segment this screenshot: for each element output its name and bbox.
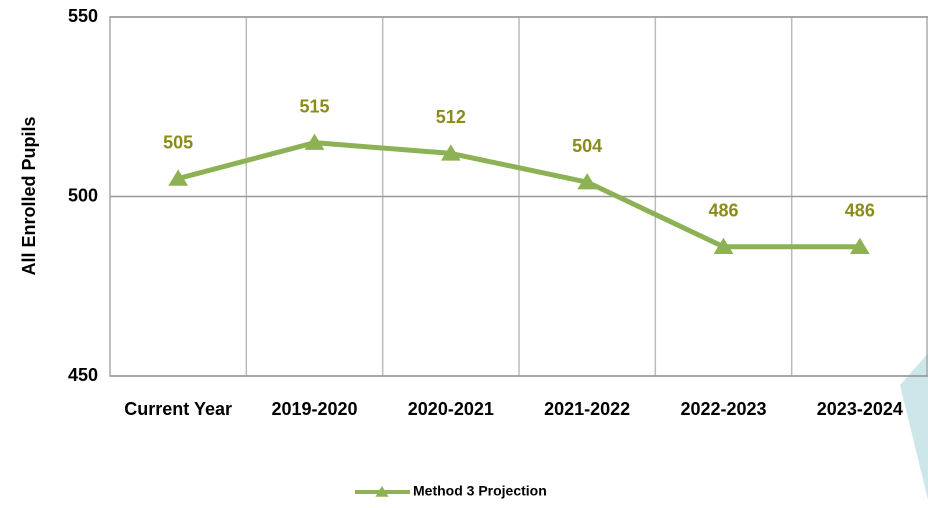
marker [577, 173, 598, 190]
data-label: 486 [708, 201, 738, 221]
y-tick-label: 450 [68, 365, 98, 385]
data-label: 512 [436, 107, 466, 127]
line [177, 140, 860, 250]
data-label: 505 [163, 132, 193, 152]
marker [304, 133, 325, 150]
x-tick-label: Current Year [124, 399, 233, 419]
y-axis-label: All Enrolled Pupils [19, 116, 39, 275]
marker [168, 169, 189, 186]
x-tick-label: 2022-2023 [680, 399, 767, 419]
data-label: 504 [572, 136, 602, 156]
legend-label: Method 3 Projection [413, 483, 547, 499]
y-tick-label: 500 [68, 185, 98, 205]
data-label: 515 [299, 96, 329, 116]
marker [713, 237, 734, 254]
x-tick-label: 2021-2022 [544, 399, 631, 419]
data-label: 486 [845, 201, 875, 221]
marker [849, 237, 870, 254]
y-tick-label: 550 [68, 6, 98, 26]
x-tick-label: 2020-2021 [407, 399, 494, 419]
x-tick-label: 2023-2024 [816, 399, 903, 419]
marker [440, 144, 461, 161]
legend-marker [375, 486, 389, 497]
decoration [900, 353, 928, 500]
x-tick-label: 2019-2020 [271, 399, 358, 419]
